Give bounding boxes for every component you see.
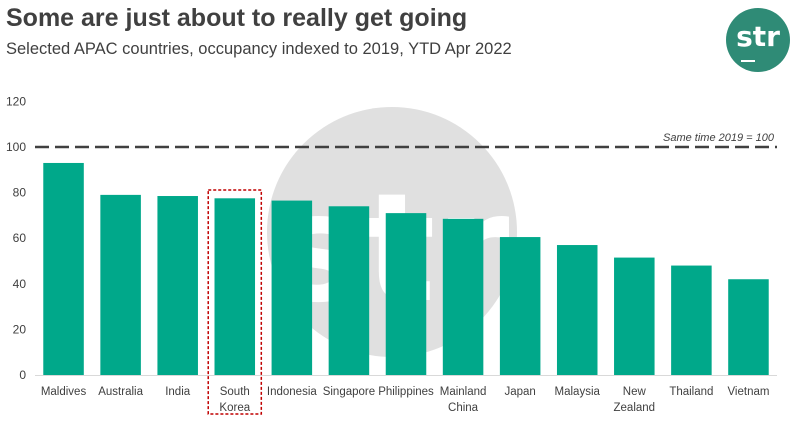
reference-line-label: Same time 2019 = 100 — [663, 132, 775, 144]
y-tick-label: 80 — [13, 186, 27, 200]
chart-subtitle: Selected APAC countries, occupancy index… — [6, 40, 512, 58]
bar — [100, 194, 141, 375]
y-tick-label: 60 — [13, 231, 27, 245]
x-tick-label: Mainland — [440, 386, 487, 398]
str-logo: str — [726, 8, 790, 72]
x-tick-label: Indonesia — [267, 386, 317, 398]
logo-underline — [741, 60, 755, 62]
bar — [499, 237, 541, 375]
x-tick-label: Zealand — [614, 402, 656, 414]
x-tick-label: South — [220, 386, 250, 398]
x-tick-label: Japan — [504, 386, 535, 398]
y-tick-label: 100 — [6, 140, 26, 154]
x-tick-label: Singapore — [323, 386, 375, 398]
bar — [385, 213, 427, 375]
bar — [43, 162, 84, 375]
x-tick-label: Vietnam — [727, 386, 769, 398]
x-tick-label: China — [448, 402, 479, 414]
bar — [671, 265, 712, 375]
highlight-box — [207, 189, 263, 415]
bar — [214, 198, 256, 375]
x-tick-label: New — [623, 386, 647, 398]
y-tick-label: 20 — [13, 322, 27, 336]
y-tick-label: 0 — [19, 368, 26, 382]
logo-text: str — [736, 20, 780, 53]
x-tick-label: Australia — [98, 386, 143, 398]
y-tick-label: 40 — [13, 277, 27, 291]
bar — [614, 257, 655, 375]
x-tick-label: Maldives — [41, 386, 87, 398]
chart-title: Some are just about to really get going — [6, 4, 468, 32]
x-tick-label: Philippines — [378, 386, 434, 398]
bar — [157, 196, 198, 375]
x-tick-label: Korea — [219, 402, 250, 414]
bar — [271, 200, 313, 375]
x-tick-label: India — [165, 386, 191, 398]
bar — [728, 279, 769, 375]
y-tick-label: 120 — [6, 94, 26, 108]
x-tick-label: Thailand — [669, 386, 713, 398]
bar — [556, 245, 598, 375]
bar — [328, 206, 370, 375]
x-tick-label: Malaysia — [555, 386, 601, 398]
bar — [442, 218, 484, 375]
